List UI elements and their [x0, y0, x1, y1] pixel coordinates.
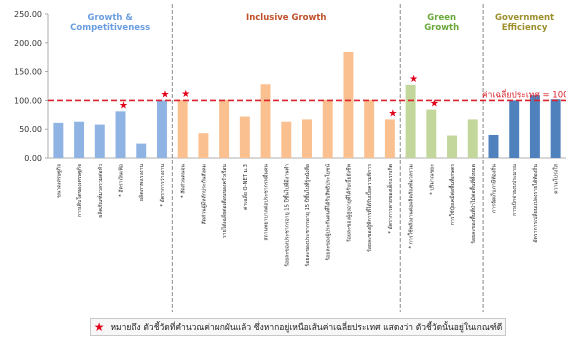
bar	[177, 99, 188, 158]
bar	[426, 109, 437, 158]
category-label: ขนาดเศรษฐกิจ	[55, 164, 62, 198]
category-label: ผลิตภาพแรงงาน	[138, 164, 145, 201]
bar	[260, 84, 271, 158]
bar	[53, 122, 64, 158]
group-title: Inclusive Growth	[246, 13, 326, 23]
bar	[302, 119, 312, 158]
y-tick-label: 200.00	[14, 39, 42, 48]
bar	[136, 143, 147, 158]
category-label: ร้อยละของพื้นที่ป่าไม้ต่อพื้นที่ทั้งหมด	[469, 164, 477, 244]
group-title-line: Green	[427, 13, 456, 23]
star-marker: ★	[160, 89, 169, 100]
group-title: Government Efficiency	[495, 13, 554, 33]
category-label: อัตราการเปลี่ยนแปลงรายได้ท้องถิ่น	[531, 164, 539, 243]
star-icon: ★	[93, 320, 105, 334]
group-title-line: Inclusive Growth	[246, 13, 326, 23]
footnote-text: หมายถึง ตัวชี้วัดที่คำนวณค่าผกผันแล้ว ซึ…	[110, 323, 503, 333]
footnote-legend: ★ หมายถึง ตัวชี้วัดที่คำนวณค่าผกผันแล้ว …	[90, 318, 506, 336]
bar	[529, 95, 540, 158]
bar	[115, 111, 126, 158]
group-title-line: Growth &	[87, 13, 133, 23]
group-title-line: Competitiveness	[70, 23, 150, 33]
category-label: การจัดเก็บภาษีท้องถิ่น	[489, 164, 497, 213]
category-label: ร้อยละของประชากรอายุ 15 ปีขึ้นไปที่รู้หน…	[303, 164, 311, 267]
star-marker: ★	[409, 74, 418, 85]
category-label: การเบิกจ่ายงบประมาณ	[511, 164, 518, 216]
category-label: สถานพยาบาลต่อประชากรหมื่นคน	[263, 164, 270, 241]
bar	[94, 124, 105, 158]
group-title-line: Efficiency	[502, 23, 548, 33]
category-label: การใช้ปุ๋ยเคมีต่อพื้นที่เกษตร	[448, 164, 456, 225]
category-label: ผลิตภัณฑ์มวลรวมต่อหัว	[97, 164, 104, 218]
category-label: ค่าเฉลี่ย O-NET ม.3	[242, 164, 249, 210]
bar	[281, 121, 292, 158]
star-marker: ★	[388, 108, 397, 119]
bar	[156, 100, 167, 158]
bar	[405, 84, 416, 158]
y-tick-label: 100.00	[14, 96, 42, 105]
bar	[219, 99, 230, 158]
category-label: สัดส่วนผู้มีหลักประกันสังคม	[200, 164, 207, 225]
y-tick-label: 250.00	[14, 10, 42, 19]
bar	[322, 99, 333, 158]
bar	[447, 135, 458, 158]
y-tick-label: 0.00	[24, 154, 42, 163]
bar	[74, 121, 85, 158]
category-label: รายได้เฉลี่ยต่อเดือนของครัวเรือน	[220, 164, 228, 239]
group-title: Green Growth	[424, 13, 459, 33]
star-marker: ★	[181, 89, 190, 100]
bar	[467, 119, 478, 158]
group-title-line: Government	[495, 13, 554, 23]
bar	[550, 99, 561, 158]
bar	[384, 119, 395, 158]
category-label: การเติบโตของเศรษฐกิจ	[76, 164, 83, 217]
group-title: Growth & Competitiveness	[70, 13, 150, 33]
category-label: ร้อยละของผู้พิการที่ได้รับเบี้ยความพิการ	[365, 164, 373, 252]
star-marker: ★	[119, 100, 128, 111]
group-title-line: Growth	[424, 23, 459, 33]
y-tick-label: 50.00	[19, 125, 42, 134]
category-label: * อัตราการตายของเด็กแรกเกิด	[386, 164, 394, 234]
category-label: ร้อยละของผู้ประกันตนที่ได้รับสิทธิประโยช…	[324, 164, 332, 261]
bar	[239, 116, 250, 158]
category-label: * ปริมาณขยะ	[428, 164, 435, 195]
star-marker: ★	[430, 99, 439, 110]
category-label: * อัตราการว่างงาน	[159, 164, 166, 207]
bar	[488, 134, 499, 158]
category-label: * การใช้พลังงานต่อผลิตภัณฑ์มวลรวม	[408, 164, 415, 249]
bar	[343, 52, 354, 158]
bar	[364, 99, 375, 158]
y-tick-label: 150.00	[14, 68, 42, 77]
category-label: * สัดส่วนคนจน	[180, 164, 187, 198]
reference-line-label: ค่าเฉลี่ยประเทศ = 100	[482, 88, 566, 100]
category-label: * อัตราเงินเฟ้อ	[118, 164, 125, 197]
bar	[198, 133, 209, 158]
category-label: ความโปร่งใส	[553, 163, 560, 194]
category-label: ร้อยละของผู้สูงอายุที่ได้รับเบี้ยยังชีพ	[344, 163, 352, 242]
category-label: ร้อยละของประชากรอายุ 15 ปีขึ้นไปที่มีงาน…	[282, 164, 290, 267]
bar	[509, 100, 520, 158]
